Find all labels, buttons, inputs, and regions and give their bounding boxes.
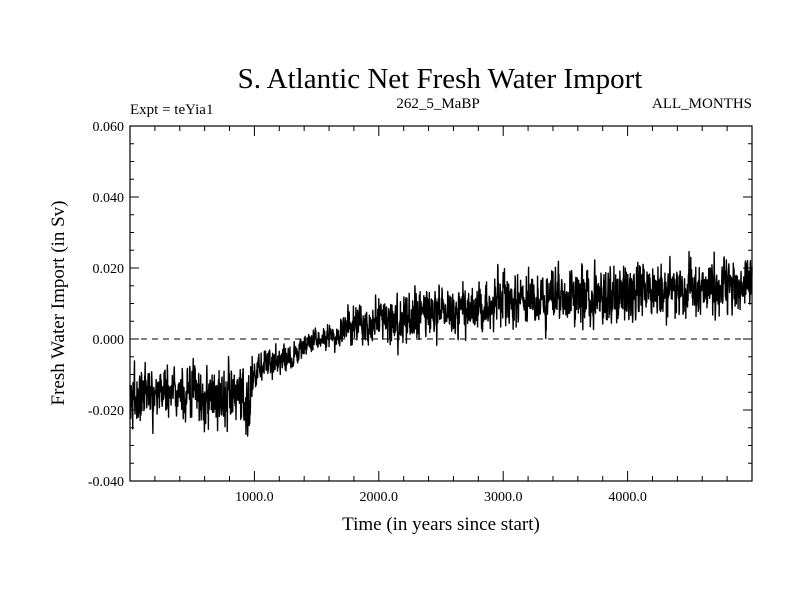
y-tick-label: 0.060 [93,120,125,135]
y-axis-label: Fresh Water Import (in Sv) [48,201,69,406]
x-tick-label: 4000.0 [608,490,647,505]
subtitle-months: ALL_MONTHS [652,96,752,112]
y-tick-label: -0.020 [88,404,124,419]
x-tick-label: 2000.0 [360,490,399,505]
subtitle-experiment: Expt = teYia1 [130,102,213,118]
chart-title: S. Atlantic Net Fresh Water Import [238,63,643,95]
x-tick-label: 1000.0 [235,490,274,505]
axis-layer: -0.040 -0.020 0.000 0.020 0.040 0.060 1000.0 20… [88,120,752,505]
subtitle-period: 262_5_MaBP [396,96,479,112]
y-tick-label: 0.020 [93,262,125,277]
x-axis-label: Time (in years since start) [342,514,540,535]
y-tick-label: -0.040 [88,475,124,490]
series-line [129,250,753,437]
x-tick-label: 3000.0 [484,490,523,505]
y-tick-label: 0.040 [93,191,125,206]
y-tick-label: 0.000 [93,333,125,348]
plot-frame [129,125,753,482]
series-layer [129,250,753,437]
